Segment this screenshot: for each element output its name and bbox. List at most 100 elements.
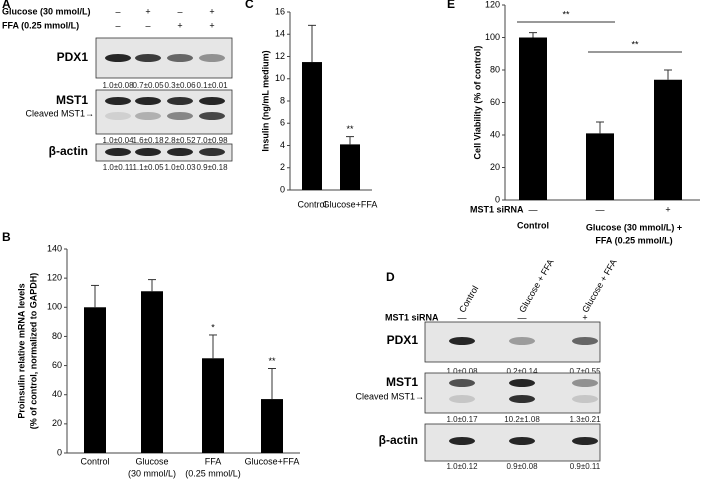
quantification: 1.0±0.08: [102, 81, 134, 90]
quantification: 1.0±0.11: [103, 163, 134, 172]
significance: **: [562, 9, 570, 19]
condition-sign: +: [582, 312, 587, 322]
y-tick-label: 40: [490, 129, 500, 139]
y-tick-label: 120: [485, 0, 500, 9]
band: [105, 97, 131, 105]
bar: [586, 133, 614, 200]
blot-row-label: β-actin: [49, 144, 88, 158]
band: [509, 379, 535, 387]
y-tick-label: 10: [275, 73, 285, 83]
y-tick-label: 120: [47, 273, 62, 283]
y-tick-label: 12: [275, 51, 285, 61]
x-tick-label: FFA: [205, 456, 222, 466]
y-tick-label: 60: [490, 97, 500, 107]
y-tick-label: 4: [280, 140, 285, 150]
y-tick-label: 2: [280, 162, 285, 172]
band: [572, 437, 598, 445]
condition-sign: +: [177, 20, 182, 30]
x-tick-label: Control: [80, 456, 109, 466]
condition-sign: –: [145, 20, 150, 30]
y-axis-label: Insulin (ng/mL medium): [260, 50, 270, 151]
quantification: 1.0±0.03: [164, 163, 196, 172]
condition-sign: —: [596, 204, 605, 214]
quantification: 0.1±0.01: [196, 81, 228, 90]
bar: [202, 358, 224, 453]
y-tick-label: 40: [52, 389, 62, 399]
band: [105, 148, 131, 156]
y-tick-label: 8: [280, 95, 285, 105]
band: [449, 379, 475, 387]
y-axis-label: Proinsulin relative mRNA levels: [16, 283, 26, 418]
blot-row-label: β-actin: [379, 433, 418, 447]
bar: [302, 62, 322, 190]
quantification: 0.9±0.08: [506, 462, 538, 471]
band: [572, 337, 598, 345]
y-tick-label: 20: [490, 162, 500, 172]
y-tick-label: 0: [280, 184, 285, 194]
band: [199, 54, 225, 62]
band: [572, 379, 598, 387]
band: [199, 97, 225, 105]
condition-sign: +: [209, 20, 214, 30]
quantification: 1.0±0.08: [446, 367, 478, 376]
condition-sign: +: [665, 204, 670, 214]
bar: [519, 37, 547, 200]
blot-box: [424, 372, 601, 414]
band: [199, 112, 225, 120]
significance: **: [268, 356, 276, 366]
y-tick-label: 60: [52, 360, 62, 370]
quantification: 1.0±0.17: [446, 415, 478, 424]
condition-label: Glucose (30 mmol/L): [2, 6, 91, 16]
blot-row-sublabel: Cleaved MST1→: [355, 391, 424, 401]
blot-row-label: MST1: [56, 93, 88, 107]
y-axis-label: Cell Viability (% of control): [472, 46, 482, 160]
band: [135, 97, 161, 105]
lane-label: Glucose + FFA: [517, 257, 556, 314]
quantification: 0.7±0.05: [132, 81, 164, 90]
significance: **: [631, 39, 639, 49]
condition-label: MST1 siRNA: [470, 204, 524, 214]
condition-label: FFA (0.25 mmol/L): [2, 20, 79, 30]
quantification: 0.3±0.06: [164, 81, 196, 90]
band: [135, 148, 161, 156]
condition-sign: +: [209, 6, 214, 16]
y-tick-label: 140: [47, 243, 62, 253]
band: [105, 54, 131, 62]
quantification: 7.0±0.98: [196, 136, 228, 145]
x-tick-label: (30 mmol/L): [128, 468, 176, 478]
band: [509, 437, 535, 445]
condition-sign: —: [518, 312, 527, 322]
band: [449, 437, 475, 445]
band: [167, 54, 193, 62]
lane-label: Glucose + FFA: [580, 257, 619, 314]
y-tick-label: 20: [52, 418, 62, 428]
band: [572, 395, 598, 403]
condition-sign: +: [145, 6, 150, 16]
y-tick-label: 6: [280, 118, 285, 128]
y-tick-label: 100: [47, 302, 62, 312]
y-tick-label: 80: [52, 331, 62, 341]
significance: **: [346, 124, 354, 134]
panel-label: B: [2, 230, 11, 244]
condition-label: MST1 siRNA: [385, 312, 439, 322]
bar: [261, 399, 283, 453]
band: [135, 112, 161, 120]
band: [509, 337, 535, 345]
quantification: 2.8±0.52: [164, 136, 196, 145]
band: [135, 54, 161, 62]
bar: [84, 307, 106, 453]
y-axis-label: (% of control, normalized to GAPDH): [28, 273, 38, 430]
condition-sign: –: [115, 20, 120, 30]
group-label: FFA (0.25 mmol/L): [595, 235, 672, 245]
panel-label: E: [447, 0, 455, 11]
blot-box: [95, 89, 233, 135]
blot-row-label: PDX1: [57, 50, 89, 64]
lane-label: Control: [457, 284, 480, 314]
condition-sign: —: [458, 312, 467, 322]
x-tick-label: Control: [517, 220, 549, 230]
band: [449, 395, 475, 403]
y-tick-label: 14: [275, 29, 285, 39]
condition-sign: –: [115, 6, 120, 16]
y-tick-label: 16: [275, 6, 285, 16]
